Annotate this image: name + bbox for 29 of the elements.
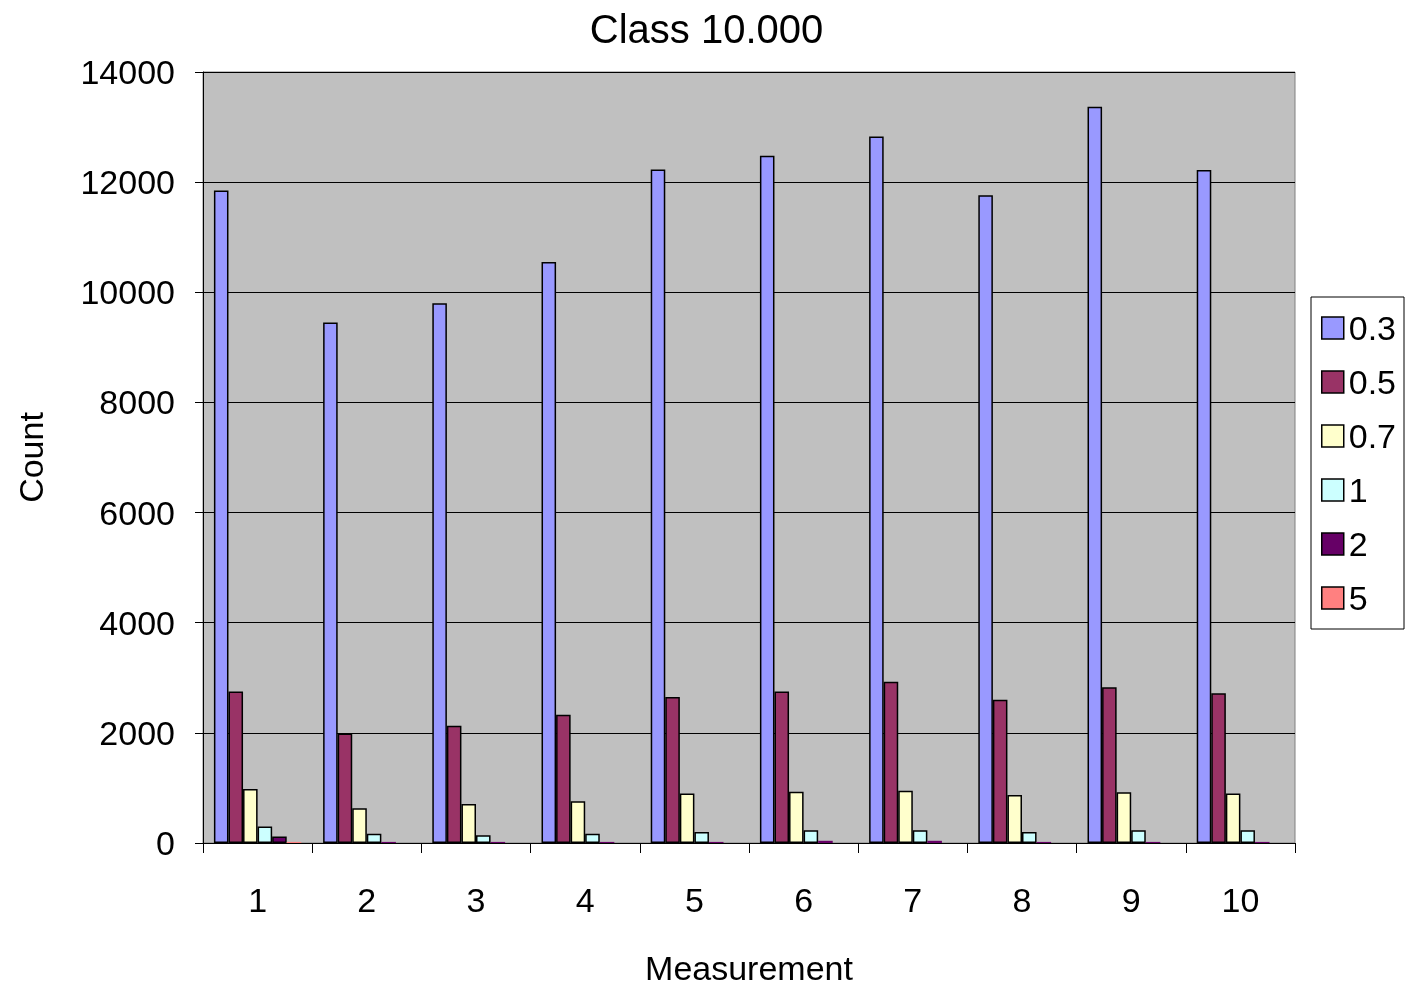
x-tick-label: 7	[903, 881, 923, 919]
y-tick-label: 8000	[99, 383, 175, 422]
legend-label: 1	[1348, 471, 1368, 509]
legend-label: 0.3	[1348, 309, 1397, 347]
legend-label: 5	[1348, 579, 1368, 617]
legend-label: 2	[1348, 525, 1368, 563]
x-tick-label: 9	[1121, 881, 1141, 919]
y-tick-label: 10000	[80, 273, 175, 312]
x-tick-label: 8	[1012, 881, 1032, 919]
x-tick-label: 6	[794, 881, 814, 919]
legend-label: 0.5	[1348, 363, 1397, 401]
x-axis-title: Measurement	[645, 949, 854, 987]
y-axis-title: Count	[12, 411, 50, 503]
y-tick-label: 14000	[80, 53, 175, 91]
chart-title: Class 10.000	[589, 7, 824, 51]
x-tick-label: 2	[357, 881, 377, 919]
bar	[927, 840, 942, 843]
y-tick-label: 12000	[80, 163, 175, 202]
y-tick-label: 0	[156, 824, 175, 862]
y-tick-label: 6000	[99, 493, 175, 532]
x-tick-label: 10	[1221, 881, 1260, 919]
x-tick-label: 3	[466, 881, 486, 919]
x-tick-label: 5	[684, 881, 704, 919]
x-tick-label: 1	[248, 881, 268, 919]
legend-label: 0.7	[1348, 417, 1397, 455]
x-tick-label: 4	[575, 881, 595, 919]
bar	[818, 840, 833, 843]
y-tick-label: 2000	[99, 713, 175, 752]
y-tick-label: 4000	[99, 603, 175, 642]
